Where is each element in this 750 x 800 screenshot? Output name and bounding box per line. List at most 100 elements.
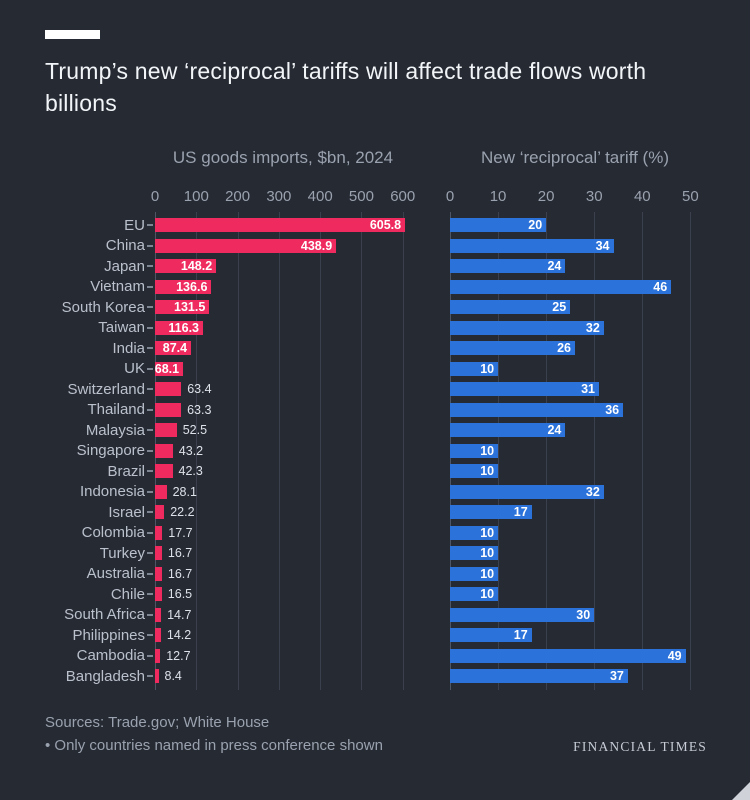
category-tick [145, 614, 155, 616]
tariff-value-label: 32 [585, 320, 600, 335]
axis-tick-label: 50 [682, 188, 699, 205]
tariff-value-label: 10 [480, 525, 495, 540]
imports-plot-cell: 12.7 [155, 646, 411, 667]
tariff-plot-cell: 10 [450, 461, 700, 482]
chart-row: Singapore 43.2 10 [45, 441, 705, 462]
gridline [196, 212, 198, 690]
tariff-bar: 34 [450, 238, 614, 253]
tariff-bar: 36 [450, 402, 624, 417]
country-label: UK [124, 360, 145, 378]
imports-bar [155, 546, 162, 561]
imports-bar [155, 423, 177, 438]
imports-value-label: 63.3 [187, 402, 212, 417]
category-tick [145, 470, 155, 472]
category-tick [145, 429, 155, 431]
imports-bar [155, 607, 162, 622]
tariff-plot-cell: 10 [450, 564, 700, 585]
accent-bar [45, 30, 100, 39]
gridline [361, 212, 363, 690]
tariff-value-label: 20 [528, 218, 543, 233]
category-tick [145, 224, 155, 226]
axis-tick-label: 400 [307, 188, 333, 205]
imports-bar: 438.9 [155, 238, 337, 253]
category-tick [145, 593, 155, 595]
tariff-value-label: 34 [595, 238, 610, 253]
axis-tick-label: 20 [537, 188, 555, 205]
tariff-value-label: 17 [513, 628, 528, 643]
category-tick [145, 306, 155, 308]
country-label: India [112, 339, 145, 357]
imports-plot-cell: 131.5 [155, 297, 411, 318]
country-label: South Korea [61, 298, 145, 316]
tariff-plot-cell: 46 [450, 277, 700, 298]
axis-tick-label: 200 [225, 188, 251, 205]
imports-plot-cell: 16.5 [155, 584, 411, 605]
category-tick [145, 573, 155, 575]
tariff-bar: 10 [450, 361, 499, 376]
imports-value-label: 14.7 [167, 607, 192, 622]
imports-bar [155, 402, 182, 417]
tariff-bar: 10 [450, 464, 499, 479]
tariff-plot-cell: 37 [450, 666, 700, 687]
tariff-plot-cell: 26 [450, 338, 700, 359]
tariff-plot-cell: 34 [450, 236, 700, 257]
imports-value-label: 43.2 [178, 443, 204, 458]
gridline [237, 212, 239, 690]
imports-value-label: 136.6 [176, 279, 208, 294]
tariff-bar: 10 [450, 546, 499, 561]
imports-bar [155, 525, 163, 540]
imports-value-label: 28.1 [172, 484, 197, 499]
tariff-axis-title: New ‘reciprocal’ tariff (%) [481, 148, 669, 167]
tariff-bar: 31 [450, 382, 599, 397]
imports-plot-cell: 116.3 [155, 318, 411, 339]
imports-bar [155, 628, 161, 643]
tariff-plot-cell: 36 [450, 400, 700, 421]
chart-row: South Africa 14.7 30 [45, 605, 705, 626]
chart-row: Vietnam 136.6 46 [45, 277, 705, 298]
tariff-bar: 20 [450, 218, 547, 233]
tariff-bar: 26 [450, 341, 575, 356]
tariff-plot-cell: 10 [450, 584, 700, 605]
tariff-value-label: 10 [480, 566, 495, 581]
chart-title: Trump’s new ‘reciprocal’ tariffs will af… [45, 58, 647, 116]
gridline [690, 212, 692, 690]
chart-row: EU 605.8 20 [45, 215, 705, 236]
tariff-value-label: 37 [609, 669, 624, 684]
country-label: Colombia [81, 524, 145, 542]
imports-value-label: 68.1 [154, 361, 180, 376]
imports-bar: 87.4 [155, 341, 192, 356]
tariff-plot-cell: 17 [450, 502, 700, 523]
country-label: Indonesia [79, 483, 145, 501]
tariff-bar: 32 [450, 484, 604, 499]
imports-value-label: 148.2 [180, 259, 213, 274]
tariff-value-label: 10 [480, 587, 495, 602]
tariff-value-label: 26 [557, 341, 571, 356]
gridline [278, 212, 280, 690]
chart-row: Bangladesh 8.4 37 [45, 666, 705, 687]
imports-plot-cell: 14.2 [155, 625, 411, 646]
axis-tick-label: 40 [633, 188, 651, 205]
category-tick [145, 368, 155, 370]
tariff-bar: 10 [450, 587, 499, 602]
imports-bar: 131.5 [155, 300, 210, 315]
category-tick [145, 286, 155, 288]
tariff-value-label: 25 [552, 300, 567, 315]
tariff-plot-cell: 10 [450, 523, 700, 544]
axis-tick-label: 0 [445, 188, 455, 205]
imports-bar: 68.1 [154, 361, 184, 376]
tariff-plot-cell: 24 [450, 420, 700, 441]
tariff-plot-cell: 31 [450, 379, 700, 400]
imports-value-label: 52.5 [182, 423, 208, 438]
category-tick [145, 265, 155, 267]
chart-row: Cambodia 12.7 49 [45, 646, 705, 667]
imports-plot-cell: 16.7 [155, 543, 411, 564]
tariff-bar: 17 [450, 628, 532, 643]
imports-plot-cell: 136.6 [155, 277, 411, 298]
tariff-bar: 25 [450, 300, 571, 315]
country-label: Philippines [72, 626, 145, 644]
gridline [642, 212, 644, 690]
imports-value-label: 16.5 [167, 587, 193, 602]
axis-tick-label: 600 [390, 188, 416, 205]
tariff-bar: 10 [450, 443, 499, 458]
tariff-value-label: 49 [667, 648, 682, 663]
